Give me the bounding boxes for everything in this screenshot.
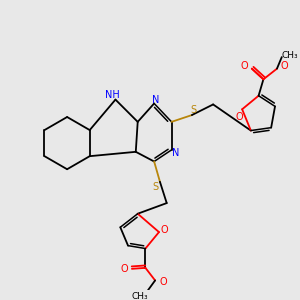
Text: CH₃: CH₃ [281,51,298,60]
Text: N: N [152,94,160,105]
Text: O: O [281,61,289,71]
Text: O: O [120,264,128,274]
Text: O: O [161,225,169,235]
Text: CH₃: CH₃ [131,292,148,300]
Text: O: O [159,278,167,287]
Text: NH: NH [105,90,120,100]
Text: N: N [172,148,179,158]
Text: O: O [236,112,243,122]
Text: S: S [191,105,197,115]
Text: S: S [152,182,158,192]
Text: O: O [240,61,248,71]
